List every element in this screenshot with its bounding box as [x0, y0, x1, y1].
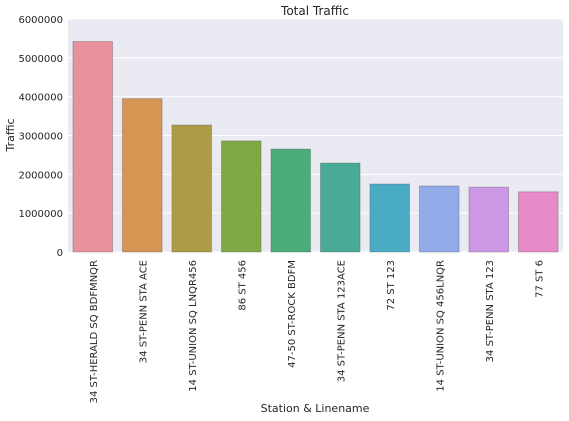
y-tick-labels: 0 1000000 2000000 3000000 4000000 5000000 6000… [18, 15, 63, 259]
bar [270, 148, 312, 253]
y-tick-label: 4000000 [18, 93, 63, 104]
chart-title: Total Traffic [280, 4, 349, 18]
x-axis-label: Station & Linename [261, 402, 370, 415]
bar [72, 41, 114, 253]
y-axis-label: Traffic [4, 118, 17, 152]
x-tick-label: 72 ST 123 [386, 260, 397, 311]
bar [418, 185, 460, 253]
x-tick-label: 77 ST 6 [534, 260, 545, 298]
bar [319, 162, 361, 253]
x-tick-label: 14 ST-UNION SQ LNQR456 [188, 260, 199, 392]
x-tick-label: 34 ST-HERALD SQ BDFMNQR [89, 260, 100, 403]
y-tick-label: 6000000 [18, 15, 63, 26]
bar [220, 140, 262, 253]
x-tick-label: 86 ST 456 [237, 260, 248, 311]
bar [517, 191, 559, 253]
y-tick-label: 5000000 [18, 54, 63, 65]
y-tick-label: 0 [57, 248, 63, 259]
x-tick-label: 34 ST-PENN STA 123ACE [336, 260, 347, 382]
x-tick-label: 34 ST-PENN STA 123 [485, 260, 496, 362]
bars [72, 41, 559, 253]
x-tick-labels: 34 ST-HERALD SQ BDFMNQR 34 ST-PENN STA AC… [89, 260, 546, 403]
x-tick-label: 47-50 ST-ROCK BDFM [287, 260, 298, 368]
bar [369, 183, 411, 253]
bar [171, 124, 213, 253]
x-tick-label: 14 ST-UNION SQ 456LNQR [435, 260, 446, 392]
y-tick-label: 1000000 [18, 209, 63, 220]
y-tick-label: 2000000 [18, 170, 63, 181]
bar [468, 186, 510, 253]
bar [121, 98, 163, 253]
y-tick-label: 3000000 [18, 132, 63, 143]
x-tick-label: 34 ST-PENN STA ACE [138, 260, 149, 363]
